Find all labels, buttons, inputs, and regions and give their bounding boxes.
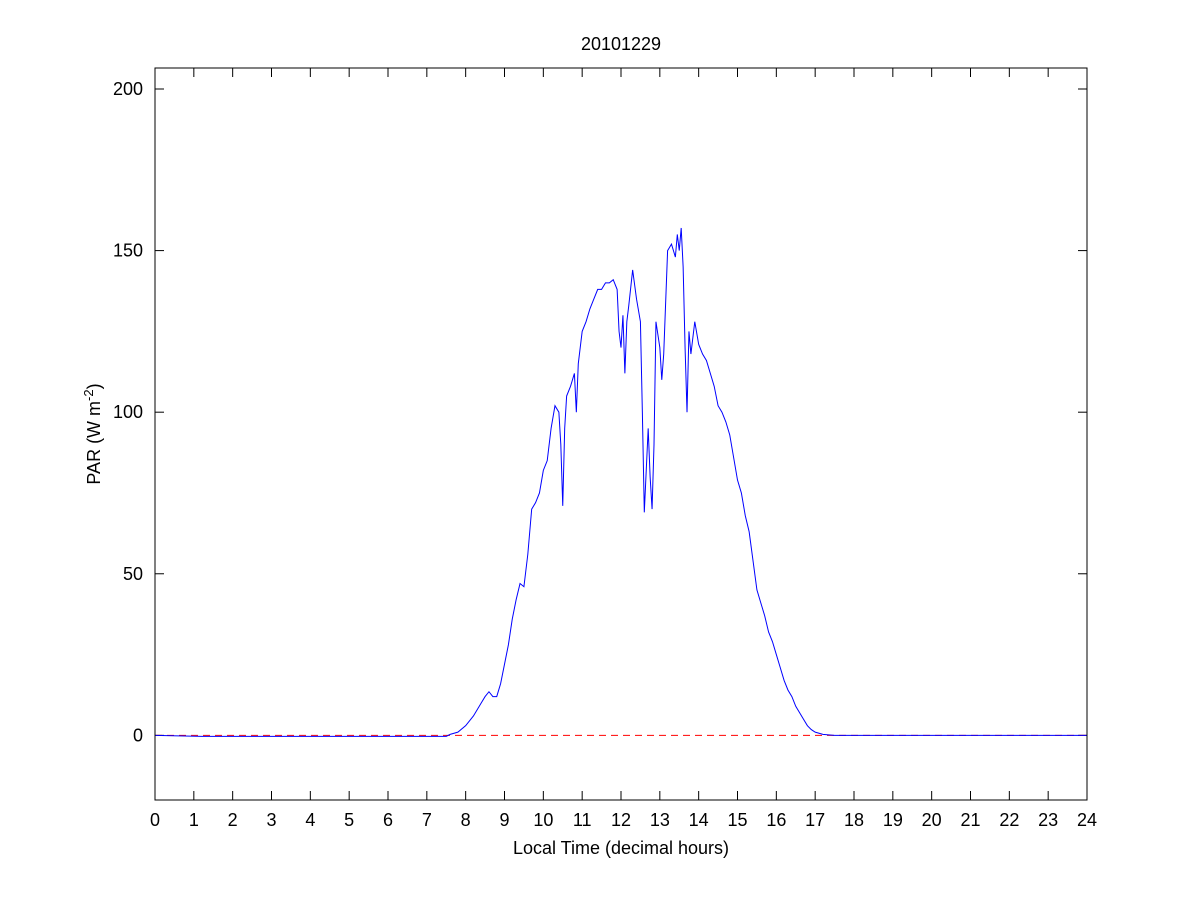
y-axis-label: PAR (W m-2): [81, 383, 104, 484]
x-tick-label: 11: [573, 810, 592, 830]
y-label-sup: -2: [81, 389, 96, 401]
y-label-text: PAR (W m: [84, 401, 104, 485]
y-tick-label: 0: [133, 725, 143, 745]
x-tick-label: 9: [499, 810, 509, 830]
y-tick-label: 50: [123, 564, 143, 584]
x-tick-label: 1: [189, 810, 199, 830]
x-tick-label: 6: [383, 810, 393, 830]
y-tick-label: 150: [113, 241, 143, 261]
x-tick-label: 24: [1077, 810, 1097, 830]
x-tick-label: 14: [689, 810, 709, 830]
x-tick-label: 20: [922, 810, 942, 830]
x-tick-label: 19: [883, 810, 903, 830]
x-tick-label: 15: [727, 810, 747, 830]
y-label-end: ): [84, 383, 104, 389]
x-tick-label: 5: [344, 810, 354, 830]
x-tick-label: 4: [305, 810, 315, 830]
x-tick-label: 13: [650, 810, 670, 830]
x-tick-label: 10: [533, 810, 553, 830]
x-tick-label: 23: [1038, 810, 1058, 830]
x-axis-label: Local Time (decimal hours): [513, 838, 729, 858]
x-tick-label: 16: [766, 810, 786, 830]
x-tick-label: 8: [461, 810, 471, 830]
x-tick-label: 3: [266, 810, 276, 830]
x-tick-label: 12: [611, 810, 631, 830]
y-tick-label: 200: [113, 79, 143, 99]
data-line: [154, 227, 1087, 737]
chart-title: 20101229: [581, 34, 661, 54]
y-tick-label: 100: [113, 402, 143, 422]
x-tick-label: 22: [999, 810, 1019, 830]
x-tick-label: 7: [422, 810, 432, 830]
x-tick-label: 0: [150, 810, 160, 830]
x-tick-label: 17: [805, 810, 825, 830]
x-tick-label: 18: [844, 810, 864, 830]
x-tick-label: 21: [960, 810, 980, 830]
plot-frame: [154, 67, 1088, 801]
x-tick-label: 2: [228, 810, 238, 830]
